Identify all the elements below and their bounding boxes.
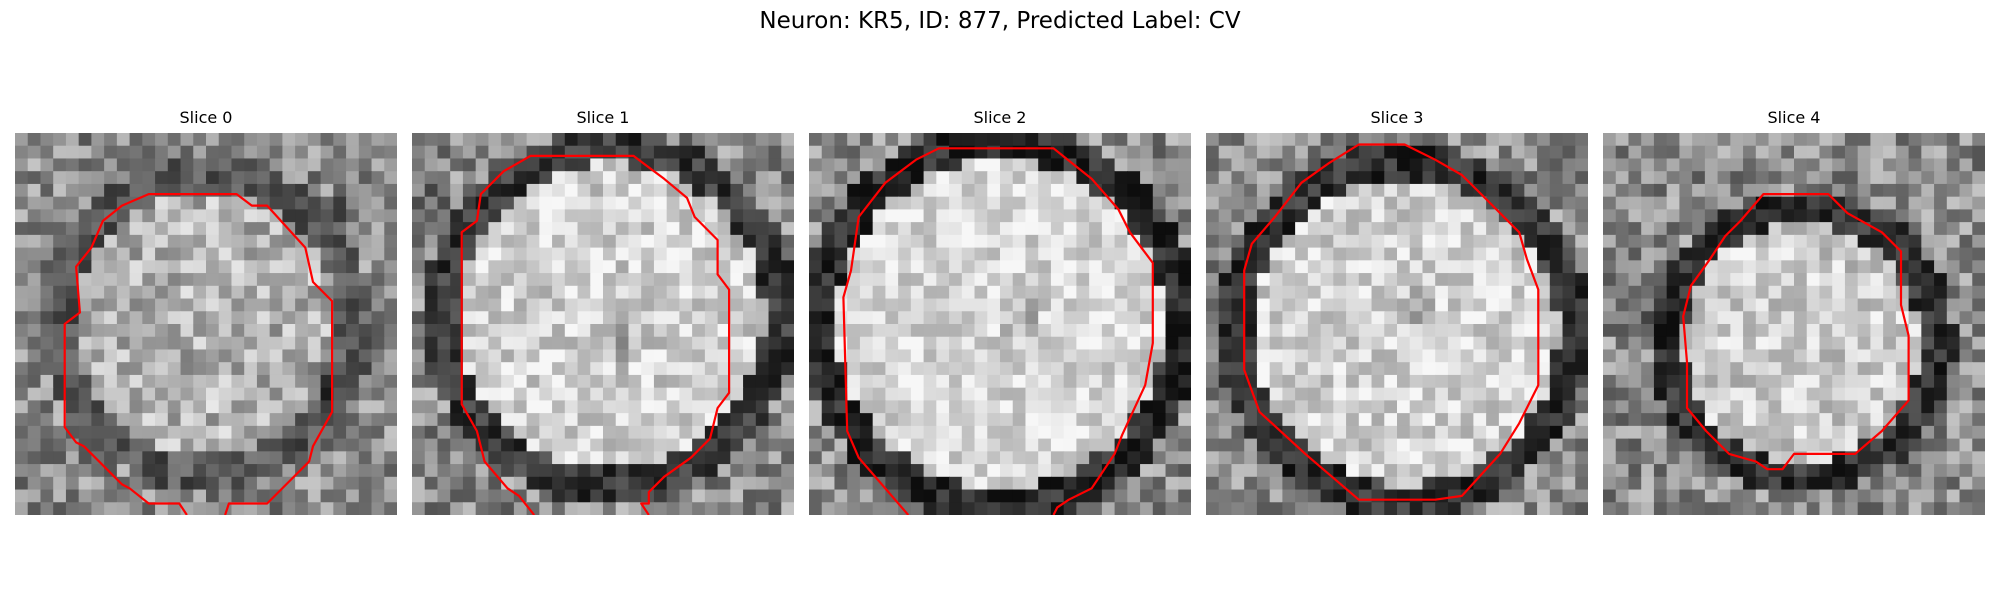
figure-title: Neuron: KR5, ID: 877, Predicted Label: C… bbox=[759, 8, 1241, 34]
slice-image-4 bbox=[1603, 133, 1985, 515]
slice-title-1: Slice 1 bbox=[576, 108, 630, 127]
slice-title-3: Slice 3 bbox=[1370, 108, 1424, 127]
pixel-grid bbox=[809, 133, 1191, 515]
segmentation-contour bbox=[63, 193, 334, 515]
segmentation-contour bbox=[1243, 143, 1540, 501]
slice-title-0: Slice 0 bbox=[179, 108, 233, 127]
slice-image-0 bbox=[15, 133, 397, 515]
pixel-grid bbox=[412, 133, 794, 515]
segmentation-contour bbox=[1682, 193, 1910, 471]
pixel-grid bbox=[1603, 133, 1985, 515]
pixel-grid bbox=[1206, 133, 1588, 515]
slice-image-2 bbox=[809, 133, 1191, 515]
slice-image-1 bbox=[412, 133, 794, 515]
segmentation-contour bbox=[460, 154, 731, 515]
segmentation-contour bbox=[842, 147, 1154, 515]
slice-title-4: Slice 4 bbox=[1767, 108, 1821, 127]
slice-image-3 bbox=[1206, 133, 1588, 515]
slice-title-2: Slice 2 bbox=[973, 108, 1027, 127]
pixel-grid bbox=[15, 133, 397, 515]
